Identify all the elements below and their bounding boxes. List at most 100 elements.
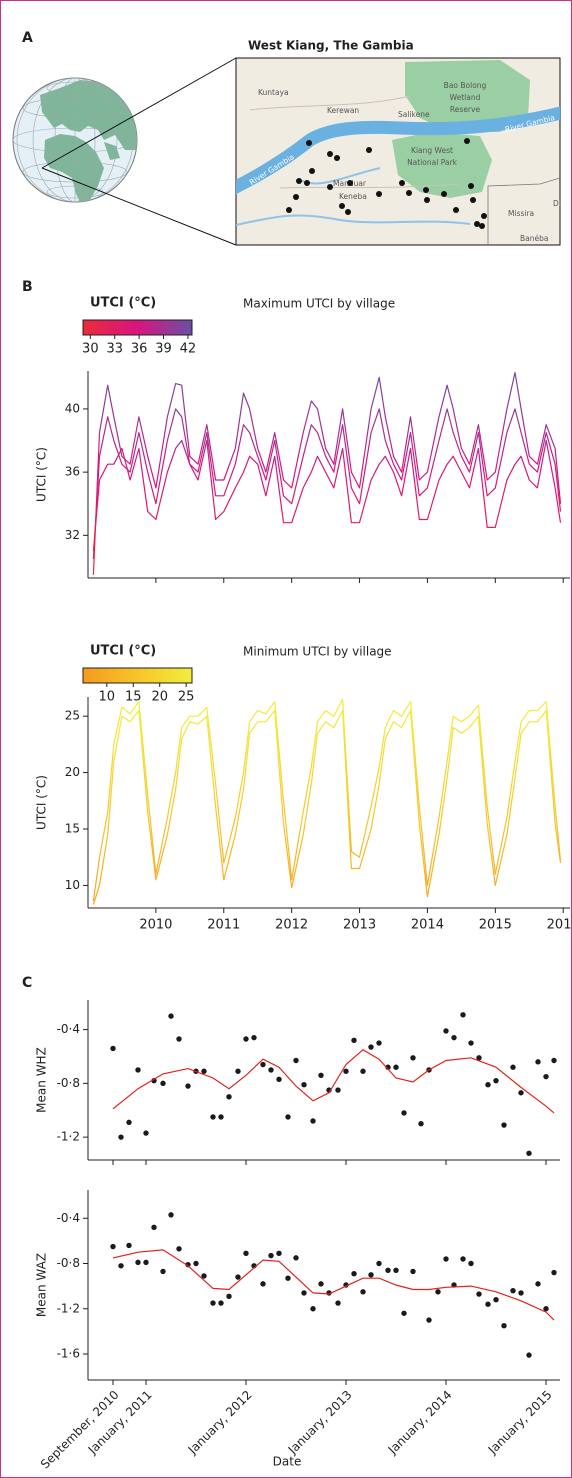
data-point (368, 1044, 373, 1049)
data-point (501, 1323, 506, 1328)
data-point (426, 1317, 431, 1322)
data-point (135, 1067, 140, 1072)
colorbar-tick-label: 30 (82, 342, 99, 357)
data-point (493, 1078, 498, 1083)
map-label: Di (553, 199, 561, 208)
data-point (551, 1058, 556, 1063)
colorbar-tick-label: 39 (155, 342, 172, 357)
x-tick-label: January, 2014 (385, 1388, 455, 1458)
y-tick-label: 36 (65, 465, 80, 479)
data-point (176, 1036, 181, 1041)
data-point (518, 1090, 523, 1095)
data-point (360, 1069, 365, 1074)
y-tick-label: 10 (65, 878, 80, 892)
data-point (410, 1269, 415, 1274)
y-axis-label: UTCI (°C) (35, 775, 49, 830)
colorbar-tick-label: 10 (99, 690, 116, 705)
figure: A B C West Kiang, The Gambia (0, 0, 572, 1478)
data-point (393, 1065, 398, 1070)
y-tick-label: -1·6 (57, 1346, 80, 1360)
data-point (235, 1274, 240, 1279)
data-point (135, 1260, 140, 1265)
map-label: Missira (508, 209, 534, 218)
data-point (301, 1082, 306, 1087)
y-tick-label: 32 (65, 528, 80, 542)
data-point (451, 1035, 456, 1040)
smooth-line (113, 1050, 554, 1113)
data-point (176, 1246, 181, 1251)
data-point (243, 1251, 248, 1256)
panel-letter: C (22, 975, 32, 991)
y-tick-label: 25 (65, 709, 80, 723)
map-label: Bao Bolong (444, 81, 487, 90)
colorbar-title: UTCI (°C) (90, 296, 156, 311)
x-tick-label: 2010 (139, 918, 172, 933)
data-point (526, 1352, 531, 1357)
map-label: Salikene (398, 110, 430, 119)
data-point (268, 1253, 273, 1258)
data-point (435, 1289, 440, 1294)
data-point (443, 1256, 448, 1261)
data-point (268, 1067, 273, 1072)
data-point (218, 1300, 223, 1305)
x-tick-label: 2016 (547, 918, 572, 933)
map: Kuntaya Kerewan Salikene Bao Bolong Wetl… (230, 58, 565, 245)
data-point (318, 1281, 323, 1286)
y-axis-label: UTCI (°C) (35, 447, 49, 502)
x-tick-label: 2014 (411, 918, 444, 933)
data-point (535, 1059, 540, 1064)
map-label: Wetland (450, 93, 481, 102)
data-point (526, 1151, 531, 1156)
x-tick-label: January, 2015 (485, 1388, 555, 1458)
data-point (293, 1058, 298, 1063)
data-point (235, 1069, 240, 1074)
data-point (535, 1281, 540, 1286)
x-tick-label: 2011 (207, 918, 240, 933)
y-tick-label: -0·8 (57, 1256, 80, 1270)
map-title: West Kiang, The Gambia (248, 39, 414, 53)
data-point (318, 1073, 323, 1078)
map-label: Keneba (339, 192, 367, 201)
y-tick-label: 15 (65, 822, 80, 836)
y-tick-label: -0·4 (57, 1022, 80, 1036)
colorbar-title: UTCI (°C) (90, 644, 156, 659)
data-point (501, 1122, 506, 1127)
data-point (151, 1225, 156, 1230)
data-point (143, 1260, 148, 1265)
x-tick-label: 2013 (343, 918, 376, 933)
data-point (518, 1290, 523, 1295)
data-point (443, 1028, 448, 1033)
data-point (118, 1134, 123, 1139)
colorbar-tick-label: 20 (151, 690, 168, 705)
data-point (276, 1077, 281, 1082)
y-tick-label: 20 (65, 765, 80, 779)
data-point (168, 1212, 173, 1217)
data-point (351, 1038, 356, 1043)
data-point (368, 1272, 373, 1277)
data-point (376, 1040, 381, 1045)
x-tick-label: January, 2013 (285, 1388, 355, 1458)
data-point (401, 1311, 406, 1316)
data-point (460, 1012, 465, 1017)
data-point (543, 1074, 548, 1079)
data-point (360, 1289, 365, 1294)
data-point (210, 1114, 215, 1119)
chart-title: Maximum UTCI by village (243, 297, 395, 311)
data-line (93, 409, 560, 559)
data-point (126, 1243, 131, 1248)
data-point (485, 1082, 490, 1087)
x-axis-label: Date (273, 1455, 302, 1469)
data-point (260, 1281, 265, 1286)
data-point (460, 1256, 465, 1261)
panel-letter: A (22, 30, 33, 46)
x-tick-label: January, 2012 (185, 1388, 255, 1458)
colorbar-tick-label: 33 (106, 342, 123, 357)
colorbar (83, 320, 192, 335)
globe (13, 58, 236, 245)
data-point (418, 1121, 423, 1126)
data-point (160, 1269, 165, 1274)
data-point (335, 1087, 340, 1092)
y-tick-label: -0·8 (57, 1076, 80, 1090)
data-point (410, 1055, 415, 1060)
